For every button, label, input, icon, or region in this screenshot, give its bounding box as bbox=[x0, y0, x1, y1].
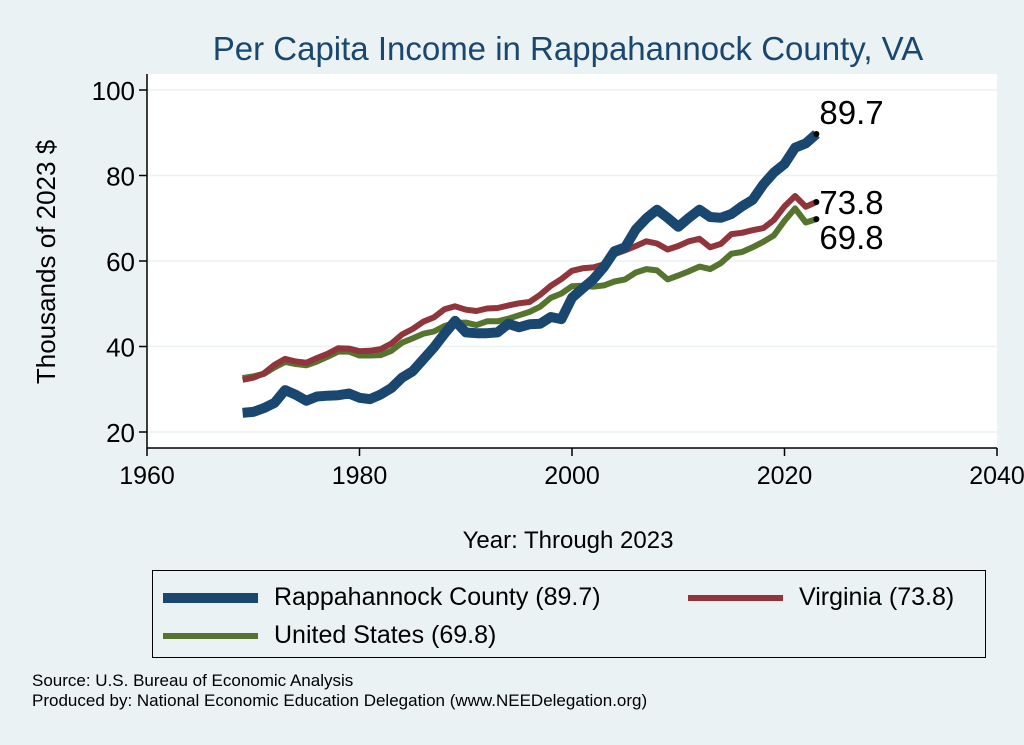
y-tick-label: 80 bbox=[106, 162, 135, 192]
x-tick-label: 2000 bbox=[544, 462, 600, 490]
producer-note: Produced by: National Economic Education… bbox=[32, 691, 648, 710]
x-axis-label: Year: Through 2023 bbox=[463, 527, 674, 554]
series-line-1 bbox=[242, 193, 818, 383]
legend-item-virginia: Virginia (73.8) bbox=[688, 583, 954, 612]
legend-swatch bbox=[163, 592, 258, 603]
legend-item-united-states: United States (69.8) bbox=[163, 621, 496, 650]
legend: Rappahannock County (89.7) Virginia (73.… bbox=[152, 570, 986, 658]
chart-title: Per Capita Income in Rappahannock County… bbox=[213, 30, 924, 67]
x-tick-label: 2040 bbox=[969, 462, 1024, 490]
legend-label: Virginia (73.8) bbox=[799, 583, 955, 611]
end-point bbox=[813, 131, 820, 138]
end-value-label: 69.8 bbox=[819, 219, 883, 256]
legend-swatch bbox=[688, 594, 783, 601]
grid-lines bbox=[147, 89, 997, 433]
line-chart: Per Capita Income in Rappahannock County… bbox=[31, 30, 1024, 554]
y-tick-label: 60 bbox=[106, 247, 135, 277]
legend-label: Rappahannock County (89.7) bbox=[274, 583, 601, 611]
legend-label: United States (69.8) bbox=[274, 621, 497, 649]
y-axis-label: Thousands of 2023 $ bbox=[31, 139, 61, 384]
series-line-2 bbox=[242, 205, 818, 382]
x-tick-label: 2020 bbox=[757, 462, 813, 490]
legend-item-rappahannock: Rappahannock County (89.7) bbox=[163, 583, 601, 612]
y-tick-label: 100 bbox=[92, 76, 135, 106]
legend-swatch bbox=[163, 632, 258, 639]
end-point bbox=[813, 216, 820, 223]
x-tick-label: 1980 bbox=[332, 462, 388, 490]
source-note: Source: U.S. Bureau of Economic Analysis bbox=[32, 671, 354, 690]
footer: Source: U.S. Bureau of Economic Analysis… bbox=[32, 671, 647, 711]
series-group bbox=[242, 130, 820, 418]
end-value-label: 89.7 bbox=[819, 94, 883, 131]
end-value-label: 73.8 bbox=[819, 184, 883, 221]
end-labels: 89.7 73.869.8 bbox=[813, 94, 884, 256]
end-point bbox=[813, 199, 820, 206]
y-tick-label: 40 bbox=[106, 333, 135, 363]
series-line-0 bbox=[242, 130, 820, 418]
y-tick-label: 20 bbox=[106, 418, 135, 448]
x-tick-label: 1960 bbox=[119, 462, 175, 490]
